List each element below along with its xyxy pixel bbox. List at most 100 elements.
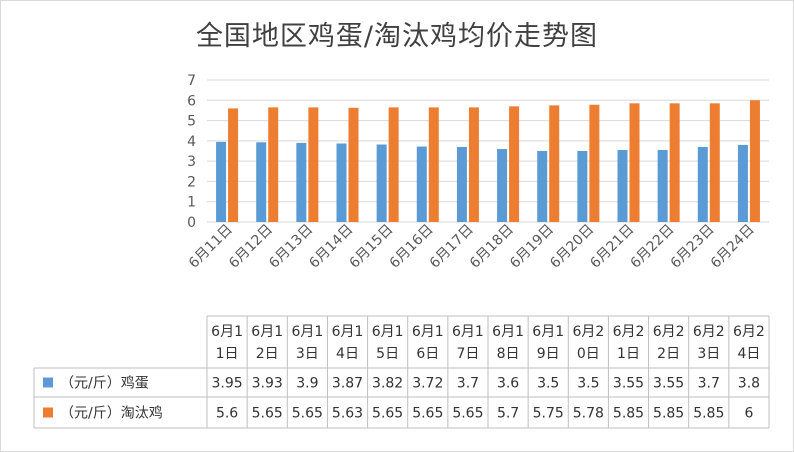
bar-egg <box>657 149 668 222</box>
x-tick-label: 6月17日 <box>427 222 477 272</box>
bar-hen <box>669 103 680 222</box>
table-header-line: 2日 <box>256 346 279 362</box>
x-tick-label: 6月20日 <box>547 222 597 272</box>
table-value: 5.85 <box>693 406 724 422</box>
table-header-line: 1日 <box>216 346 239 362</box>
table-header-line: 0日 <box>577 346 600 362</box>
x-tick-label: 6月21日 <box>587 222 637 272</box>
table-header-line: 6月2 <box>572 324 604 340</box>
bar-hen <box>268 107 279 222</box>
table-header-line: 6月2 <box>733 324 765 340</box>
table-value: 5.78 <box>573 406 604 422</box>
bar-hen <box>388 107 399 222</box>
x-tick-label: 6月24日 <box>708 222 758 272</box>
y-tick-label: 4 <box>187 134 196 150</box>
chart-title: 全国地区鸡蛋/淘汰鸡均价走势图 <box>195 21 599 52</box>
table-value: 3.82 <box>372 376 403 392</box>
table-value: 3.8 <box>738 376 760 392</box>
table-header-line: 6月1 <box>452 324 484 340</box>
table-value: 6 <box>744 406 753 422</box>
bar-hen <box>549 105 560 222</box>
bar-hen <box>348 107 359 222</box>
bar-egg <box>617 149 628 222</box>
bar-hen <box>428 107 439 222</box>
bar-egg <box>296 142 307 222</box>
table-value: 5.6 <box>216 406 238 422</box>
table-header-line: 2日 <box>657 346 680 362</box>
legend-label: （元/斤）淘汰鸡 <box>60 405 163 422</box>
table-header-line: 3日 <box>296 346 319 362</box>
bar-egg <box>697 146 708 222</box>
bar-egg <box>737 144 748 222</box>
bar-egg <box>256 142 267 222</box>
table-value: 5.75 <box>533 406 564 422</box>
table-header-line: 5日 <box>376 346 399 362</box>
table-value: 3.93 <box>252 376 283 392</box>
legend-label: （元/斤）鸡蛋 <box>60 375 149 392</box>
table-header-line: 8日 <box>497 346 520 362</box>
y-tick-label: 0 <box>187 215 196 231</box>
table-header-line: 6月1 <box>372 324 404 340</box>
table-header-line: 4日 <box>737 346 760 362</box>
x-tick-label: 6月16日 <box>387 222 437 272</box>
y-tick-label: 3 <box>187 154 196 170</box>
legend-key-egg <box>43 377 53 388</box>
x-tick-label: 6月12日 <box>226 222 276 272</box>
bar-hen <box>629 103 640 222</box>
table-value: 3.55 <box>613 376 644 392</box>
table-header-line: 9日 <box>537 346 560 362</box>
table-value: 5.63 <box>332 406 363 422</box>
y-tick-label: 2 <box>187 174 196 190</box>
table-header-line: 6月2 <box>693 324 725 340</box>
bar-egg <box>497 148 508 222</box>
table-header-line: 4日 <box>336 346 359 362</box>
bar-hen <box>749 100 760 222</box>
x-tick-label: 6月15日 <box>346 222 396 272</box>
table-value: 5.65 <box>372 406 403 422</box>
x-tick-label: 6月19日 <box>507 222 557 272</box>
table-value: 3.5 <box>577 376 599 392</box>
table-header-line: 6月1 <box>291 324 323 340</box>
table-header-line: 6月1 <box>492 324 524 340</box>
x-tick-label: 6月14日 <box>306 222 356 272</box>
table-value: 5.85 <box>653 406 684 422</box>
bar-egg <box>416 146 427 222</box>
table-value: 3.9 <box>296 376 318 392</box>
table-header-line: 7日 <box>456 346 479 362</box>
bar-hen <box>709 103 720 222</box>
table-value: 5.65 <box>252 406 283 422</box>
x-tick-label: 6月23日 <box>668 222 718 272</box>
x-tick-label: 6月13日 <box>266 222 316 272</box>
table-value: 3.6 <box>497 376 519 392</box>
table-header-line: 6月1 <box>211 324 243 340</box>
legend-key-hen <box>43 407 53 418</box>
table-value: 3.55 <box>653 376 684 392</box>
bar-hen <box>509 106 520 222</box>
table-header-line: 6月2 <box>653 324 685 340</box>
table-value: 5.65 <box>292 406 323 422</box>
x-tick-label: 6月18日 <box>467 222 517 272</box>
bar-hen <box>308 107 319 222</box>
bar-egg <box>216 141 227 222</box>
table-header-line: 1日 <box>617 346 640 362</box>
table-header-line: 6月1 <box>532 324 564 340</box>
bar-hen <box>228 108 239 222</box>
table-value: 3.95 <box>211 376 242 392</box>
y-tick-label: 1 <box>187 195 196 211</box>
x-tick-label: 6月22日 <box>627 222 677 272</box>
y-tick-label: 5 <box>187 114 196 130</box>
y-tick-label: 7 <box>187 73 196 89</box>
table-value: 3.7 <box>698 376 720 392</box>
table-value: 5.65 <box>452 406 483 422</box>
table-header-line: 6月2 <box>613 324 645 340</box>
table-value: 3.72 <box>412 376 443 392</box>
y-tick-label: 6 <box>187 93 196 109</box>
bar-egg <box>336 143 347 222</box>
table-value: 5.85 <box>613 406 644 422</box>
bar-egg <box>456 146 467 222</box>
table-header-line: 3日 <box>697 346 720 362</box>
bar-hen <box>468 107 479 222</box>
table-value: 3.7 <box>457 376 479 392</box>
table-header-line: 6月1 <box>412 324 444 340</box>
